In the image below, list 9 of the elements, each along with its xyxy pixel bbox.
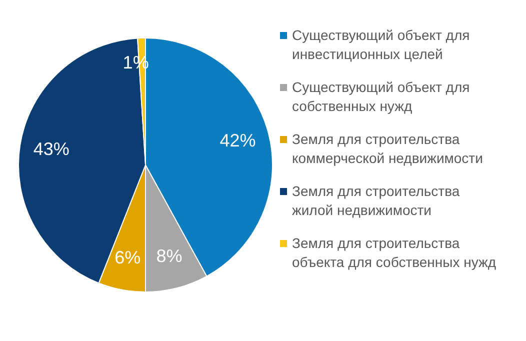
legend-label: Существующий объект для собственных нужд <box>292 78 471 116</box>
legend-label: Существующий объект для инвестиционных целей <box>292 26 471 64</box>
legend-label: Земля для строительства объекта для собственных нужд <box>292 234 498 272</box>
data-label: 43% <box>33 139 70 160</box>
legend-label: Земля для строительства жилой недвижимости <box>292 182 461 220</box>
data-label: 6% <box>114 248 141 268</box>
data-label: 42% <box>220 130 256 150</box>
data-label: 8% <box>156 246 182 266</box>
legend-label: Земля для строительства коммерческой недвижимости <box>292 130 484 168</box>
